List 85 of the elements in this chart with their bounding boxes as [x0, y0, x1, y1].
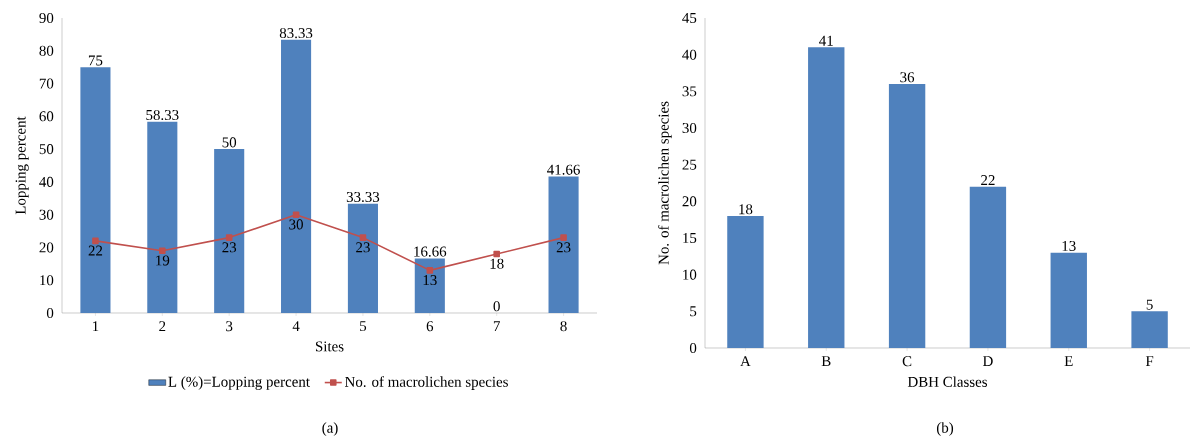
- y-tick-label: 15: [683, 233, 697, 243]
- y-axis-title: No. of macrolichen species: [658, 101, 672, 265]
- x-tick-label: 8: [560, 321, 567, 332]
- x-tick-label: 4: [292, 321, 300, 332]
- bar: [1050, 252, 1087, 348]
- data-label: 50: [222, 137, 237, 148]
- x-tick-label: B: [821, 356, 831, 367]
- data-label: 13: [423, 275, 437, 286]
- y-tick-label: 40: [39, 176, 54, 187]
- x-tick-label: E: [1064, 356, 1073, 366]
- x-axis-title: Sites: [315, 341, 344, 352]
- y-tick-label: 30: [39, 209, 54, 220]
- data-label: 13: [1062, 240, 1076, 251]
- data-label: 5: [1146, 299, 1153, 310]
- data-label: 22: [981, 175, 995, 185]
- data-label: 36: [900, 72, 915, 83]
- x-axis-title: DBH Classes: [907, 376, 988, 387]
- x-tick-label: F: [1145, 356, 1154, 366]
- bar: [969, 186, 1007, 348]
- x-tick-label: 7: [493, 321, 500, 331]
- bar: [347, 203, 378, 313]
- y-tick-label: 30: [682, 122, 697, 134]
- point: [426, 267, 434, 274]
- point: [493, 250, 500, 258]
- point: [159, 247, 166, 255]
- data-label: 58.33: [146, 109, 179, 121]
- y-tick-label: 80: [39, 45, 54, 56]
- bar: [80, 67, 111, 313]
- x-tick-label: 6: [426, 321, 434, 332]
- data-label: 30: [289, 219, 303, 230]
- data-label: 75: [88, 55, 103, 66]
- bar: [808, 47, 845, 348]
- y-tick-label: 50: [39, 144, 54, 155]
- point: [225, 234, 233, 241]
- x-tick-label: A: [740, 356, 751, 367]
- data-label: 18: [490, 258, 504, 269]
- y-tick-label: 0: [689, 342, 697, 354]
- point: [92, 237, 99, 245]
- y-tick-label: 10: [683, 269, 697, 280]
- y-tick-label: 10: [40, 275, 54, 286]
- y-tick-label: 25: [682, 159, 697, 170]
- bar: [888, 84, 926, 348]
- data-label: 41.66: [547, 164, 580, 175]
- y-tick-label: 90: [39, 12, 54, 24]
- y-tick-label: 70: [39, 78, 54, 89]
- data-label: 41: [819, 35, 833, 46]
- data-label: 19: [156, 255, 170, 266]
- x-tick-label: D: [982, 356, 993, 366]
- y-tick-label: 40: [682, 49, 697, 60]
- point: [292, 211, 300, 218]
- x-tick-label: 5: [360, 321, 367, 332]
- data-label: 23: [222, 242, 237, 253]
- y-tick-label: 35: [682, 86, 697, 97]
- bar: [727, 216, 764, 348]
- y-tick-label: 5: [690, 306, 697, 317]
- point: [560, 234, 567, 241]
- bar: [147, 121, 178, 313]
- data-label: 33.33: [346, 191, 380, 203]
- data-label: 0: [493, 301, 500, 312]
- data-label: 22: [88, 245, 103, 256]
- data-label: 23: [556, 242, 571, 253]
- y-tick-label: 20: [39, 242, 54, 253]
- data-label: 83.33: [279, 28, 313, 39]
- y-tick-label: 20: [682, 196, 697, 207]
- data-label: 23: [356, 242, 370, 253]
- bar: [1131, 311, 1168, 348]
- x-tick-label: 2: [159, 321, 166, 332]
- y-axis-title: Lopping percent: [15, 116, 29, 215]
- y-tick-label: 0: [46, 307, 54, 319]
- x-tick-label: 1: [93, 321, 99, 332]
- text: (b): [936, 422, 954, 436]
- y-tick-label: 45: [682, 13, 697, 23]
- data-label: 18: [739, 204, 753, 215]
- bar: [281, 39, 312, 313]
- bar: [548, 176, 579, 313]
- legend-label: No. of macrolichen species: [345, 376, 508, 390]
- x-tick-label: 3: [226, 321, 233, 332]
- y-tick-label: 60: [39, 111, 54, 122]
- bar: [214, 149, 245, 313]
- data-label: 16.66: [414, 246, 447, 257]
- text: (a): [322, 422, 338, 436]
- bar: [414, 258, 445, 313]
- legend-label: L (%)=Lopping percent: [168, 376, 310, 390]
- x-tick-label: C: [902, 356, 912, 367]
- point: [359, 234, 367, 241]
